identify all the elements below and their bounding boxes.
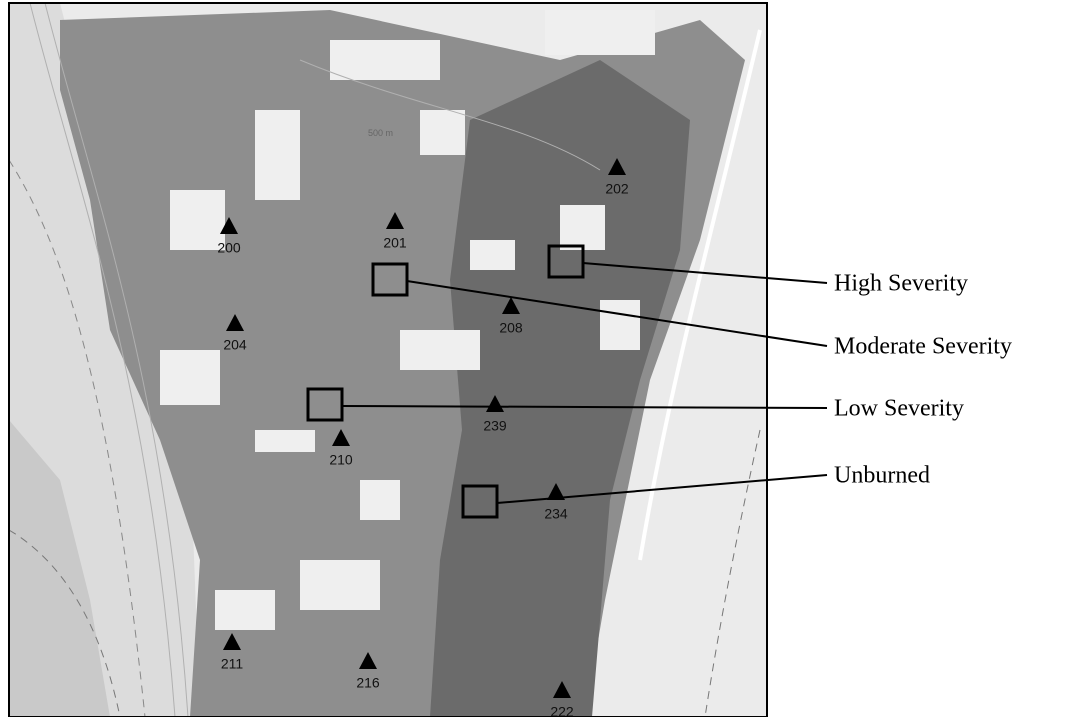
- plot-label: 222: [550, 704, 574, 717]
- plot-label: 202: [605, 181, 629, 197]
- legend-label: High Severity: [834, 271, 968, 297]
- patch: [600, 300, 640, 350]
- plot-label: 208: [499, 320, 523, 336]
- patch: [560, 205, 605, 250]
- patch: [400, 330, 480, 370]
- plot-label: 200: [217, 240, 241, 256]
- patch: [255, 430, 315, 452]
- patch: [160, 350, 220, 405]
- patch: [360, 480, 400, 520]
- patch: [545, 10, 655, 55]
- legend-label: Unburned: [834, 463, 930, 489]
- plot-label: 234: [544, 506, 568, 522]
- map: 500 m 200 201 202 204 208 239 210 234 211 216 222: [9, 3, 767, 717]
- plot-label: 204: [223, 337, 247, 353]
- contour-label: 500 m: [368, 128, 393, 138]
- patch: [255, 110, 300, 200]
- plot-label: 216: [356, 675, 380, 691]
- legend-label: Moderate Severity: [834, 334, 1012, 360]
- plot-label: 201: [383, 235, 407, 251]
- patch: [420, 110, 465, 155]
- patch: [215, 590, 275, 630]
- patch: [330, 40, 440, 80]
- figure: 500 m 200201202204208239210234211216222 …: [0, 0, 1092, 717]
- patch: [470, 240, 515, 270]
- plot-label: 210: [329, 452, 353, 468]
- legend-label: Low Severity: [834, 396, 964, 422]
- plot-label: 211: [221, 656, 244, 672]
- patch: [300, 560, 380, 610]
- plot-label: 239: [483, 418, 507, 434]
